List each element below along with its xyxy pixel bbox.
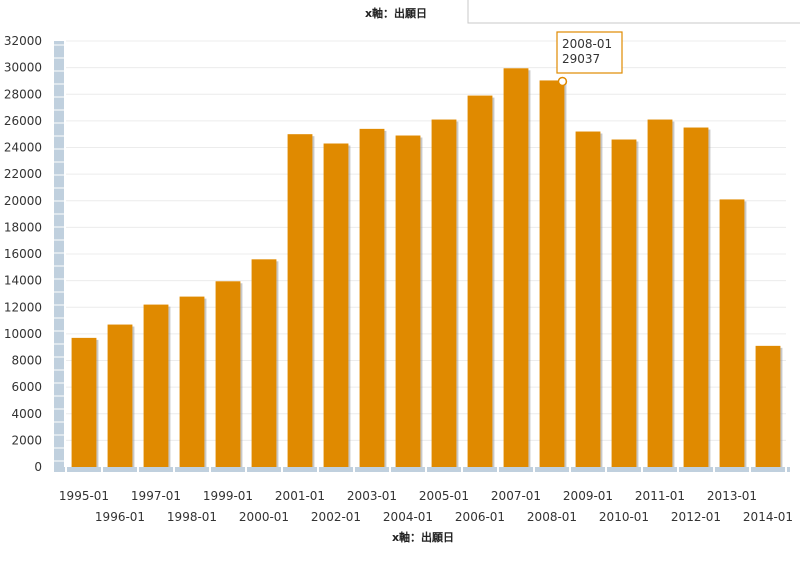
- x-tick-label: 2013-01: [707, 489, 757, 503]
- bar[interactable]: [431, 119, 457, 467]
- tooltip-box: [556, 31, 623, 74]
- x-tick-label: 1998-01: [167, 510, 217, 524]
- bar[interactable]: [611, 139, 637, 467]
- bar[interactable]: [503, 68, 529, 468]
- bar[interactable]: [395, 135, 421, 468]
- bar[interactable]: [539, 80, 565, 467]
- tooltip: 2008-01 29037: [556, 31, 623, 87]
- bar[interactable]: [755, 345, 781, 467]
- y-tick-label: 0: [34, 460, 42, 474]
- y-tick-label: 14000: [4, 274, 42, 288]
- bar[interactable]: [143, 304, 169, 467]
- chart-title: x軸：出願日: [365, 6, 427, 20]
- y-tick-label: 12000: [4, 300, 42, 314]
- x-tick-label: 2003-01: [347, 489, 397, 503]
- y-tick-label: 2000: [11, 433, 42, 447]
- y-tick-label: 10000: [4, 327, 42, 341]
- x-tick-label: 2011-01: [635, 489, 685, 503]
- gridlines: [66, 40, 786, 441]
- bar[interactable]: [287, 134, 313, 467]
- top-right-panel: [467, 0, 800, 24]
- bar[interactable]: [683, 127, 709, 467]
- bar[interactable]: [359, 128, 385, 468]
- y-tick-label: 22000: [4, 167, 42, 181]
- y-tick-label: 18000: [4, 220, 42, 234]
- bar[interactable]: [647, 119, 673, 467]
- bar[interactable]: [575, 131, 601, 467]
- bar[interactable]: [179, 296, 205, 467]
- x-tick-label: 1995-01: [59, 489, 109, 503]
- bars: [71, 68, 783, 468]
- bar[interactable]: [467, 95, 493, 468]
- bar[interactable]: [323, 143, 349, 467]
- x-tick-label: 2010-01: [599, 510, 649, 524]
- x-tick-label: 1997-01: [131, 489, 181, 503]
- x-tick-label: 2008-01: [527, 510, 577, 524]
- x-tick-label: 2000-01: [239, 510, 289, 524]
- y-tick-label: 32000: [4, 34, 42, 48]
- tooltip-category: 2008-01: [562, 37, 612, 51]
- y-tick-label: 26000: [4, 114, 42, 128]
- x-tick-label: 2006-01: [455, 510, 505, 524]
- x-tick-label: 2014-01: [743, 510, 793, 524]
- y-tick-label: 30000: [4, 61, 42, 75]
- y-tick-label: 16000: [4, 247, 42, 261]
- x-tick-label: 1996-01: [95, 510, 145, 524]
- y-axis-band: [54, 41, 64, 467]
- x-tick-label: 2005-01: [419, 489, 469, 503]
- x-tick-label: 2002-01: [311, 510, 361, 524]
- bar[interactable]: [251, 259, 277, 467]
- y-tick-label: 24000: [4, 141, 42, 155]
- bar[interactable]: [107, 324, 133, 467]
- bar[interactable]: [215, 281, 241, 467]
- x-axis-label: x軸：出願日: [392, 530, 454, 544]
- x-tick-label: 2009-01: [563, 489, 613, 503]
- x-axis-band: [54, 467, 790, 472]
- x-tick-label: 2012-01: [671, 510, 721, 524]
- y-tick-label: 28000: [4, 87, 42, 101]
- x-axis: [54, 467, 790, 472]
- x-tick-label: 2007-01: [491, 489, 541, 503]
- x-tick-label: 1999-01: [203, 489, 253, 503]
- tooltip-value: 29037: [562, 52, 600, 66]
- y-tick-label: 8000: [11, 354, 42, 368]
- y-tick-label: 6000: [11, 380, 42, 394]
- y-axis: 0 2000 4000 6000 8000 10000 12000 14000 16000 180…: [4, 34, 64, 474]
- y-tick-label: 20000: [4, 194, 42, 208]
- x-tick-labels: 1995-01 1996-01 1997-01 1998-01 1999-01 2000-…: [59, 489, 793, 524]
- bar[interactable]: [71, 337, 97, 467]
- x-tick-label: 2001-01: [275, 489, 325, 503]
- tooltip-marker: [557, 76, 568, 87]
- y-tick-label: 4000: [11, 407, 42, 421]
- x-tick-label: 2004-01: [383, 510, 433, 524]
- bar[interactable]: [719, 199, 745, 467]
